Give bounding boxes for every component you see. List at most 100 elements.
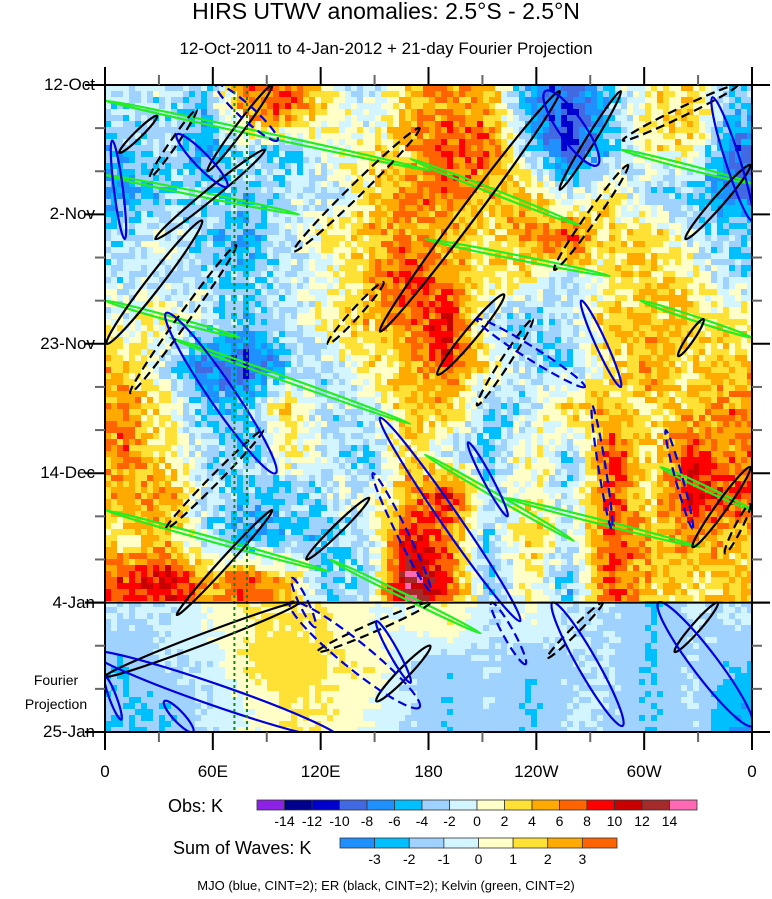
- field-cell: [729, 271, 736, 278]
- field-cell: [531, 307, 538, 314]
- field-cell: [657, 331, 664, 338]
- field-cell: [477, 223, 484, 230]
- field-cell: [135, 133, 142, 140]
- field-cell: [195, 241, 202, 248]
- field-cell: [327, 199, 334, 206]
- field-cell: [117, 97, 124, 104]
- field-cell: [207, 115, 214, 122]
- field-cell: [567, 229, 574, 236]
- field-cell: [603, 343, 610, 350]
- field-cell: [651, 331, 658, 338]
- field-cell: [237, 109, 244, 116]
- field-cell: [489, 91, 496, 98]
- field-cell: [207, 109, 214, 116]
- field-cell: [411, 139, 418, 146]
- field-cell: [141, 259, 148, 266]
- field-cell: [207, 223, 214, 230]
- field-cell: [435, 145, 442, 152]
- field-cell: [363, 109, 370, 116]
- field-cell: [309, 157, 316, 164]
- field-cell: [357, 229, 364, 236]
- field-cell: [459, 337, 466, 344]
- field-cell: [333, 277, 340, 284]
- field-cell: [183, 241, 190, 248]
- field-cell: [507, 301, 514, 308]
- field-cell: [393, 145, 400, 152]
- field-cell: [549, 145, 556, 152]
- field-cell: [279, 223, 286, 230]
- field-cell: [549, 331, 556, 338]
- field-cell: [699, 175, 706, 182]
- field-cell: [687, 271, 694, 278]
- field-cell: [351, 85, 358, 92]
- field-cell: [393, 349, 400, 356]
- field-cell: [399, 181, 406, 188]
- field-cell: [687, 259, 694, 266]
- field-cell: [573, 199, 580, 206]
- field-cell: [279, 157, 286, 164]
- field-cell: [549, 193, 556, 200]
- field-cell: [507, 235, 514, 242]
- field-cell: [147, 103, 154, 110]
- field-cell: [645, 289, 652, 296]
- field-cell: [735, 139, 742, 146]
- field-cell: [453, 259, 460, 266]
- field-cell: [387, 253, 394, 260]
- field-cell: [471, 97, 478, 104]
- field-cell: [699, 163, 706, 170]
- field-cell: [255, 115, 262, 122]
- field-cell: [507, 157, 514, 164]
- field-cell: [591, 295, 598, 302]
- field-cell: [459, 187, 466, 194]
- field-cell: [465, 187, 472, 194]
- field-cell: [297, 355, 304, 362]
- field-cell: [723, 121, 730, 128]
- field-cell: [441, 307, 448, 314]
- field-cell: [615, 157, 622, 164]
- field-cell: [171, 205, 178, 212]
- field-cell: [657, 229, 664, 236]
- field-cell: [417, 103, 424, 110]
- field-cell: [279, 85, 286, 92]
- field-cell: [201, 235, 208, 242]
- field-cell: [123, 115, 130, 122]
- field-cell: [423, 103, 430, 110]
- field-cell: [675, 127, 682, 134]
- field-cell: [675, 187, 682, 194]
- field-cell: [501, 211, 508, 218]
- field-cell: [573, 181, 580, 188]
- field-cell: [681, 181, 688, 188]
- field-cell: [135, 325, 142, 332]
- field-cell: [435, 175, 442, 182]
- field-cell: [345, 295, 352, 302]
- field-cell: [681, 115, 688, 122]
- field-cell: [495, 169, 502, 176]
- field-cell: [255, 253, 262, 260]
- field-cell: [513, 295, 520, 302]
- field-cell: [423, 115, 430, 122]
- field-cell: [633, 289, 640, 296]
- field-cell: [147, 325, 154, 332]
- field-cell: [393, 331, 400, 338]
- field-cell: [243, 175, 250, 182]
- field-cell: [363, 97, 370, 104]
- field-cell: [399, 223, 406, 230]
- field-cell: [129, 253, 136, 260]
- field-cell: [663, 229, 670, 236]
- field-cell: [711, 145, 718, 152]
- field-cell: [645, 205, 652, 212]
- field-cell: [309, 301, 316, 308]
- field-cell: [705, 181, 712, 188]
- field-cell: [645, 115, 652, 122]
- field-cell: [747, 235, 753, 242]
- field-cell: [429, 319, 436, 326]
- field-cell: [273, 349, 280, 356]
- field-cell: [657, 325, 664, 332]
- field-cell: [747, 121, 753, 128]
- field-cell: [597, 127, 604, 134]
- field-cell: [747, 265, 753, 272]
- field-cell: [459, 217, 466, 224]
- field-cell: [291, 271, 298, 278]
- field-cell: [135, 211, 142, 218]
- field-cell: [183, 355, 190, 362]
